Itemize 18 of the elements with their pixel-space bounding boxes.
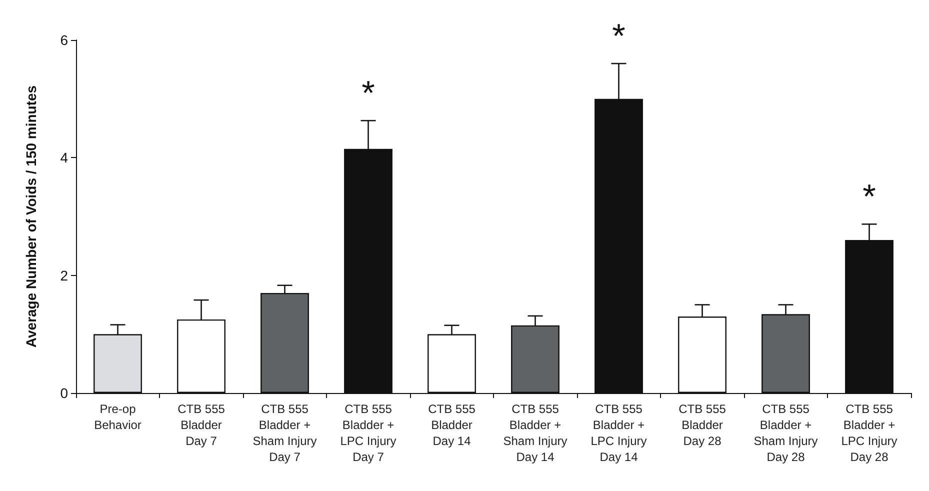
x-tick-label: CTB 555 Bladder + Sham Injury Day 28 <box>754 402 818 464</box>
x-tick-label: CTB 555 Bladder Day 14 <box>428 402 476 448</box>
x-tick-label: CTB 555 Bladder + LPC Injury Day 28 <box>841 402 898 464</box>
x-tick-label: CTB 555 Bladder + LPC Injury Day 7 <box>340 402 396 464</box>
y-tick-label: 2 <box>60 267 68 284</box>
x-tick-label: CTB 555 Bladder Day 7 <box>178 402 226 448</box>
x-tick-label: Pre-op Behavior <box>94 402 142 432</box>
x-tick-label: CTB 555 Bladder + LPC Injury Day 14 <box>590 402 647 464</box>
x-tick-label: CTB 555 Bladder + Sham Injury Day 7 <box>252 402 317 464</box>
annotation: * <box>612 18 626 56</box>
y-tick-label: 0 <box>60 385 68 401</box>
y-tick-label: 6 <box>60 32 68 48</box>
annotation: * <box>862 178 876 216</box>
y-tick-label: 4 <box>60 150 68 166</box>
x-tick-label: CTB 555 Bladder + Sham Injury Day 14 <box>503 402 568 464</box>
annotation: * <box>362 74 375 113</box>
x-tick-label: CTB 555 Bladder Day 28 <box>678 402 726 448</box>
y-axis-title: Average Number of Voids / 150 minutes <box>23 85 39 348</box>
